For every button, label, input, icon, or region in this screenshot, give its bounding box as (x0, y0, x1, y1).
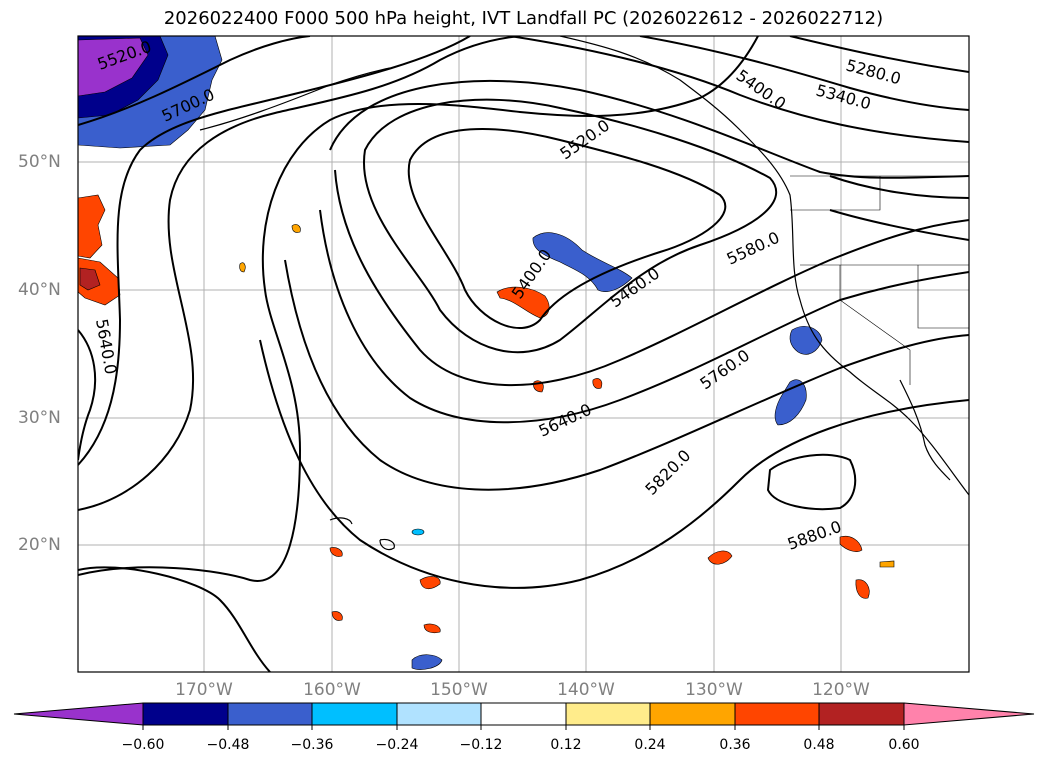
lon-label: 120°W (812, 680, 870, 700)
contour-5460 (362, 98, 777, 354)
contour-5400 (509, 36, 969, 143)
colorbar-segment (649, 702, 736, 726)
colorbar-extend-high (903, 702, 1035, 726)
aleutian-coast (199, 67, 391, 131)
region-se-orange-1 (839, 535, 863, 552)
colorbar-segment (311, 702, 398, 726)
colorbar-segment (734, 702, 820, 726)
west-coast (559, 36, 969, 496)
contour-5580 (334, 169, 969, 387)
colorbar-tick-label: −0.24 (375, 737, 419, 753)
colorbar-tick-label: −0.60 (121, 737, 165, 753)
lat-label: 40°N (18, 280, 61, 300)
region-s-orange-3 (329, 547, 343, 557)
contour-5820 (259, 339, 969, 589)
hawaii-islands (329, 517, 395, 551)
colorbar-segment (818, 702, 905, 726)
lat-label: 50°N (18, 152, 61, 172)
colorbar-segment (142, 702, 229, 726)
contour-5640-west (78, 329, 97, 461)
contour-5760 (284, 259, 969, 491)
colorbar-segment (227, 702, 313, 726)
lat-label: 20°N (18, 535, 61, 555)
region-small-amber-1 (291, 224, 301, 233)
contour-5880-sw (78, 566, 271, 672)
border-ca-nv (839, 265, 911, 385)
region-mid-blue (532, 232, 633, 292)
region-south-blue (411, 654, 443, 670)
colorbar-segment (480, 702, 567, 726)
contour-5520-east (829, 209, 969, 241)
map-title: 2026022400 F000 500 hPa height, IVT Land… (163, 8, 884, 29)
region-small-cyan (411, 528, 425, 536)
border-nv-az (917, 265, 969, 329)
region-s-orange-1 (419, 576, 441, 590)
contour-5880-high (766, 453, 857, 511)
colorbar-tick-label: 0.60 (888, 737, 920, 753)
contour-5640-mid (319, 209, 969, 424)
map-background (78, 36, 969, 672)
region-se-orange-3 (707, 550, 733, 565)
region-small-amber-2 (239, 262, 246, 273)
map-frame (77, 35, 970, 673)
region-s-orange-4 (331, 611, 343, 621)
colorbar-tick-label: 0.48 (803, 737, 835, 753)
contour-5700 (78, 36, 521, 511)
colorbar-tick-label: −0.12 (459, 737, 503, 753)
colorbar-segment (565, 702, 651, 726)
region-west-orange-1 (78, 194, 106, 259)
lon-label: 140°W (557, 680, 615, 700)
contour-5520-nw (78, 36, 311, 126)
colorbar-tick-label: 0.36 (719, 737, 751, 753)
contour-5640 (78, 36, 471, 466)
region-coast-blue (789, 326, 823, 355)
contour-5340 (639, 36, 969, 111)
region-small-amber-3 (879, 560, 895, 568)
region-se-orange-2 (855, 579, 870, 599)
contour-5400-low (407, 127, 727, 330)
colorbar-extend-low (13, 702, 144, 726)
contour-5520 (329, 79, 969, 179)
colorbar-tick-label: 0.12 (550, 737, 582, 753)
lon-label: 150°W (430, 680, 488, 700)
lat-label: 30°N (18, 408, 61, 428)
lon-label: 170°W (175, 680, 233, 700)
colorbar-segment (396, 702, 482, 726)
state-borders (790, 175, 969, 385)
colorbar (13, 702, 1035, 730)
region-s-orange-2 (423, 623, 441, 634)
height-contours (78, 36, 969, 672)
contour-5280 (789, 36, 969, 73)
lon-label: 160°W (303, 680, 361, 700)
region-nw-purple (78, 37, 149, 97)
colorbar-tick-label: −0.48 (206, 737, 250, 753)
contour-5460-east (829, 175, 969, 199)
region-mid-orange (496, 286, 550, 319)
region-west-red (79, 267, 101, 291)
colorbar-tick-label: 0.24 (634, 737, 666, 753)
coastlines (199, 36, 969, 551)
contour-5760-loop (78, 36, 759, 582)
baja-coast (899, 379, 951, 481)
border-or-wa (790, 176, 881, 211)
negative-pc-regions (78, 36, 823, 670)
lon-label: 130°W (685, 680, 743, 700)
colorbar-tick-label: −0.36 (290, 737, 334, 753)
region-mid-small-2 (592, 378, 603, 389)
